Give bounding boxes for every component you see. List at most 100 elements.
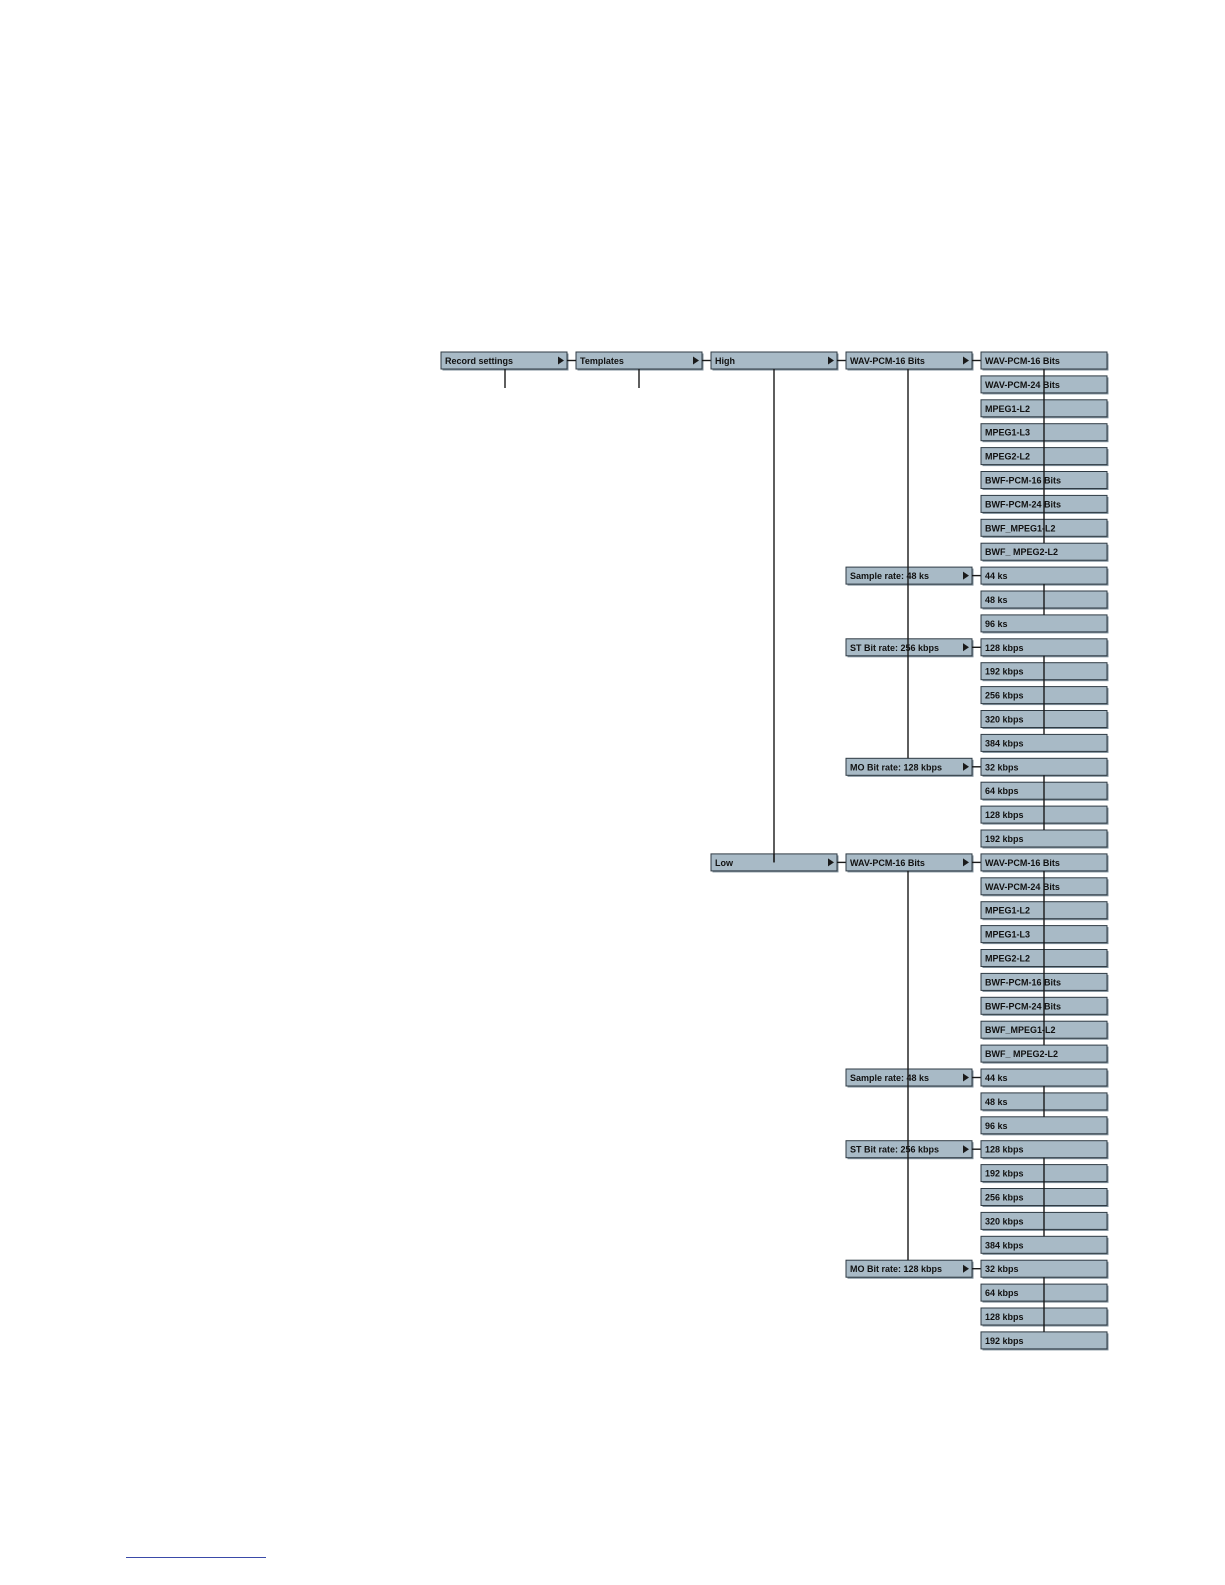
box-label: MPEG1-L2 bbox=[985, 906, 1030, 916]
submenu-arrow-icon bbox=[963, 1145, 969, 1154]
box-label: 192 kbps bbox=[985, 667, 1024, 677]
submenu-arrow-icon bbox=[963, 762, 969, 771]
box-label: BWF_ MPEG2-L2 bbox=[985, 547, 1058, 557]
box-label: 44 ks bbox=[985, 1073, 1008, 1083]
template-high[interactable]: High bbox=[710, 351, 839, 371]
box-label: MPEG2-L2 bbox=[985, 452, 1030, 462]
box-label: BWF_MPEG1-L2 bbox=[985, 523, 1056, 533]
option-item[interactable]: 192 kbps bbox=[980, 1164, 1109, 1184]
option-item[interactable]: BWF-PCM-16 Bits bbox=[980, 471, 1109, 491]
option-item[interactable]: WAV-PCM-24 Bits bbox=[980, 375, 1109, 395]
box-label: 128 kbps bbox=[985, 810, 1024, 820]
option-item[interactable]: BWF_MPEG1-L2 bbox=[980, 518, 1109, 538]
setting-menu[interactable]: MO Bit rate: 128 kbps bbox=[845, 757, 974, 777]
option-item[interactable]: BWF-PCM-24 Bits bbox=[980, 494, 1109, 514]
option-item[interactable]: 48 ks bbox=[980, 1092, 1109, 1112]
option-item[interactable]: 384 kbps bbox=[980, 1235, 1109, 1255]
option-item[interactable]: MPEG2-L2 bbox=[980, 447, 1109, 467]
option-item[interactable]: 256 kbps bbox=[980, 686, 1109, 706]
setting-menu[interactable]: Sample rate: 48 ks bbox=[845, 566, 974, 586]
record-settings-menu[interactable]: Record settings bbox=[440, 351, 569, 371]
option-item[interactable]: 44 ks bbox=[980, 566, 1109, 586]
option-item[interactable]: BWF_ MPEG2-L2 bbox=[980, 1044, 1109, 1064]
option-item[interactable]: MPEG1-L3 bbox=[980, 423, 1109, 443]
option-item[interactable]: 192 kbps bbox=[980, 1331, 1109, 1351]
box-label: 320 kbps bbox=[985, 715, 1024, 725]
box-label: WAV-PCM-16 Bits bbox=[985, 858, 1060, 868]
submenu-arrow-icon bbox=[963, 356, 969, 365]
option-item[interactable]: 192 kbps bbox=[980, 662, 1109, 682]
option-item[interactable]: MPEG1-L2 bbox=[980, 399, 1109, 419]
setting-menu[interactable]: WAV-PCM-16 Bits bbox=[845, 351, 974, 371]
option-item[interactable]: 64 kbps bbox=[980, 781, 1109, 801]
option-item[interactable]: 256 kbps bbox=[980, 1188, 1109, 1208]
option-item[interactable]: 320 kbps bbox=[980, 1211, 1109, 1231]
box-label: 128 kbps bbox=[985, 1145, 1024, 1155]
setting-menu[interactable]: ST Bit rate: 256 kbps bbox=[845, 1140, 974, 1160]
option-item[interactable]: WAV-PCM-24 Bits bbox=[980, 877, 1109, 897]
option-item[interactable]: 32 kbps bbox=[980, 1259, 1109, 1279]
box-label: 128 kbps bbox=[985, 1312, 1024, 1322]
setting-menu[interactable]: Sample rate: 48 ks bbox=[845, 1068, 974, 1088]
box-label: BWF-PCM-16 Bits bbox=[985, 476, 1061, 486]
option-item[interactable]: 128 kbps bbox=[980, 638, 1109, 658]
option-item[interactable]: BWF-PCM-24 Bits bbox=[980, 996, 1109, 1016]
setting-menu[interactable]: WAV-PCM-16 Bits bbox=[845, 853, 974, 873]
templates-menu[interactable]: Templates bbox=[575, 351, 704, 371]
box-label: WAV-PCM-24 Bits bbox=[985, 380, 1060, 390]
box-label: MPEG2-L2 bbox=[985, 954, 1030, 964]
box-label: BWF-PCM-24 Bits bbox=[985, 1001, 1061, 1011]
box-label: 32 kbps bbox=[985, 762, 1019, 772]
box-label: 48 ks bbox=[985, 595, 1008, 605]
option-item[interactable]: 32 kbps bbox=[980, 757, 1109, 777]
submenu-arrow-icon bbox=[828, 858, 834, 867]
box-label: WAV-PCM-16 Bits bbox=[985, 356, 1060, 366]
box-label: 32 kbps bbox=[985, 1264, 1019, 1274]
box-label: BWF_ MPEG2-L2 bbox=[985, 1049, 1058, 1059]
box-label: Low bbox=[715, 858, 734, 868]
option-item[interactable]: MPEG1-L2 bbox=[980, 901, 1109, 921]
submenu-arrow-icon bbox=[828, 356, 834, 365]
box-label: WAV-PCM-24 Bits bbox=[985, 882, 1060, 892]
option-item[interactable]: 96 ks bbox=[980, 614, 1109, 634]
option-item[interactable]: 64 kbps bbox=[980, 1283, 1109, 1303]
option-item[interactable]: BWF_ MPEG2-L2 bbox=[980, 542, 1109, 562]
option-item[interactable]: WAV-PCM-16 Bits bbox=[980, 351, 1109, 371]
box-label: MPEG1-L3 bbox=[985, 428, 1030, 438]
option-item[interactable]: 44 ks bbox=[980, 1068, 1109, 1088]
box-label: Sample rate: 48 ks bbox=[850, 1073, 929, 1083]
option-item[interactable]: 384 kbps bbox=[980, 733, 1109, 753]
box-label: 64 kbps bbox=[985, 1288, 1019, 1298]
option-item[interactable]: 48 ks bbox=[980, 590, 1109, 610]
option-item[interactable]: WAV-PCM-16 Bits bbox=[980, 853, 1109, 873]
option-item[interactable]: 96 ks bbox=[980, 1116, 1109, 1136]
submenu-arrow-icon bbox=[693, 356, 699, 365]
setting-menu[interactable]: MO Bit rate: 128 kbps bbox=[845, 1259, 974, 1279]
box-label: WAV-PCM-16 Bits bbox=[850, 356, 925, 366]
box-label: MPEG1-L3 bbox=[985, 930, 1030, 940]
box-label: 192 kbps bbox=[985, 834, 1024, 844]
box-label: 96 ks bbox=[985, 619, 1008, 629]
option-item[interactable]: 320 kbps bbox=[980, 710, 1109, 730]
option-item[interactable]: 192 kbps bbox=[980, 829, 1109, 849]
option-item[interactable]: MPEG2-L2 bbox=[980, 949, 1109, 969]
box-label: ST Bit rate: 256 kbps bbox=[850, 1145, 939, 1155]
box-label: 384 kbps bbox=[985, 1240, 1024, 1250]
option-item[interactable]: 128 kbps bbox=[980, 1140, 1109, 1160]
box-label: Sample rate: 48 ks bbox=[850, 571, 929, 581]
box-label: WAV-PCM-16 Bits bbox=[850, 858, 925, 868]
box-label: ST Bit rate: 256 kbps bbox=[850, 643, 939, 653]
submenu-arrow-icon bbox=[963, 858, 969, 867]
box-label: Templates bbox=[580, 356, 624, 366]
option-item[interactable]: 128 kbps bbox=[980, 1307, 1109, 1327]
option-item[interactable]: BWF_MPEG1-L2 bbox=[980, 1020, 1109, 1040]
box-label: 192 kbps bbox=[985, 1336, 1024, 1346]
box-label: BWF_MPEG1-L2 bbox=[985, 1025, 1056, 1035]
setting-menu[interactable]: ST Bit rate: 256 kbps bbox=[845, 638, 974, 658]
option-item[interactable]: BWF-PCM-16 Bits bbox=[980, 972, 1109, 992]
box-label: BWF-PCM-24 Bits bbox=[985, 499, 1061, 509]
option-item[interactable]: 128 kbps bbox=[980, 805, 1109, 825]
box-label: Record settings bbox=[445, 356, 513, 366]
template-low[interactable]: Low bbox=[710, 853, 839, 873]
option-item[interactable]: MPEG1-L3 bbox=[980, 925, 1109, 945]
